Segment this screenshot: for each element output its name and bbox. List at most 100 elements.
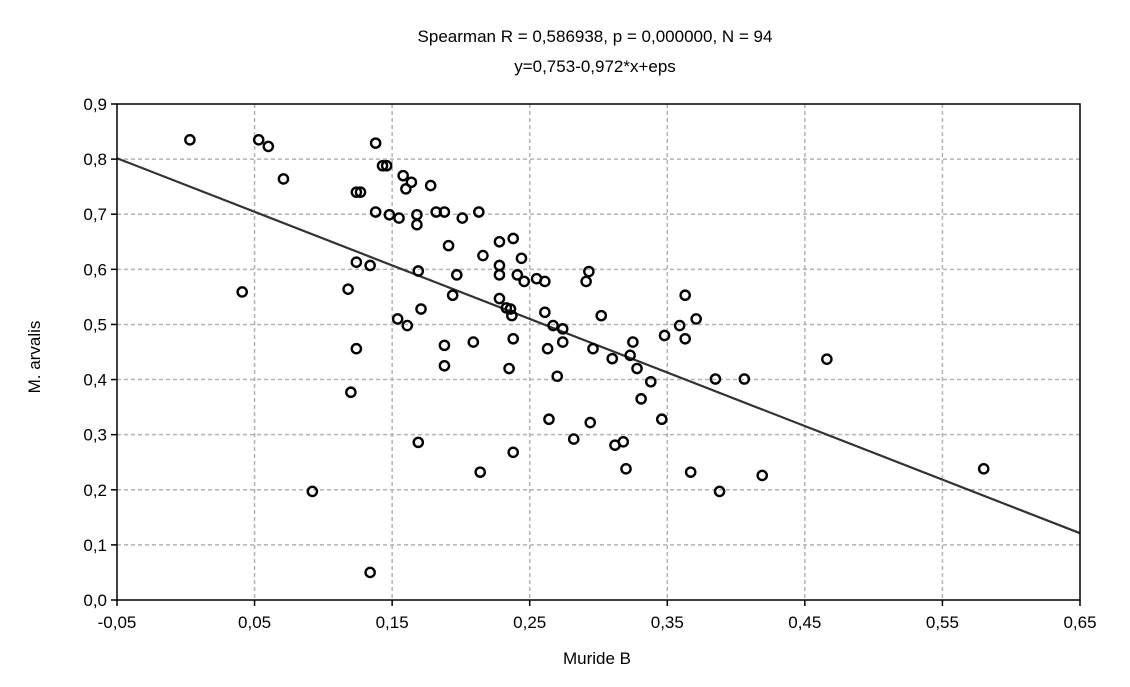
data-point (977, 463, 990, 475)
data-point (446, 289, 459, 302)
data-point (543, 413, 555, 426)
data-point (369, 137, 382, 149)
data-point (584, 416, 597, 429)
data-point (474, 466, 486, 478)
grid-lines (117, 104, 1080, 600)
data-point (556, 336, 569, 348)
data-point (503, 362, 515, 375)
x-tick-label: 0,15 (376, 613, 409, 632)
y-tick-label: 0,4 (83, 371, 107, 390)
data-point (350, 342, 363, 355)
data-point (277, 173, 290, 185)
y-axis-label: M. arvalis (25, 321, 44, 394)
data-point (493, 292, 506, 305)
regression-line (116, 157, 1081, 535)
data-point (658, 329, 671, 342)
data-point (507, 232, 520, 245)
data-point (541, 342, 554, 355)
data-point (709, 373, 722, 385)
y-tick-label: 0,1 (83, 536, 107, 555)
data-point (345, 386, 357, 399)
data-point (620, 463, 632, 475)
chart-subtitle: y=0,753-0,972*x+eps (514, 57, 676, 76)
data-point (262, 140, 275, 153)
x-tick-label: 0,45 (788, 613, 821, 632)
data-point (456, 212, 469, 224)
data-point (252, 134, 265, 146)
data-point (412, 436, 425, 449)
data-point (493, 259, 506, 272)
data-point (635, 393, 647, 405)
data-point (506, 309, 518, 322)
data-point (369, 206, 382, 218)
data-point (401, 319, 414, 332)
data-point (350, 256, 363, 268)
data-point (556, 323, 569, 335)
x-tick-label: -0,05 (98, 613, 137, 632)
data-point (364, 259, 376, 272)
data-point (405, 176, 418, 189)
data-point (583, 265, 595, 278)
data-point (690, 313, 702, 325)
data-point (606, 352, 619, 365)
data-point (400, 183, 412, 195)
data-point (493, 269, 506, 281)
x-tick-label: 0,35 (651, 613, 684, 632)
y-tick-label: 0,7 (83, 205, 107, 224)
data-point (738, 373, 751, 385)
y-tick-label: 0,9 (83, 95, 107, 114)
data-point (438, 359, 451, 372)
y-tick-label: 0,3 (83, 426, 107, 445)
x-tick-label: 0,55 (926, 613, 959, 632)
data-point (580, 275, 592, 288)
data-point (655, 413, 668, 426)
data-point (397, 169, 409, 182)
data-point (236, 286, 248, 298)
data-point (393, 212, 405, 224)
data-point (684, 466, 697, 478)
data-point (391, 313, 404, 325)
data-point (424, 179, 437, 192)
data-point (442, 239, 455, 252)
data-point (511, 269, 524, 281)
data-point (467, 336, 480, 348)
data-point (184, 134, 196, 146)
data-point (507, 332, 520, 345)
data-point (493, 235, 506, 248)
data-point (679, 332, 691, 345)
x-tick-label: 0,05 (238, 613, 271, 632)
data-point (342, 283, 354, 295)
regression-line-group (116, 157, 1081, 535)
data-point (451, 269, 463, 281)
x-tick-label: 0,65 (1063, 613, 1096, 632)
y-tick-label: 0,8 (83, 150, 107, 169)
y-tick-label: 0,6 (83, 260, 107, 279)
data-point (624, 349, 636, 362)
data-point (350, 186, 363, 198)
data-point (438, 339, 451, 352)
data-point (411, 218, 423, 231)
chart-title: Spearman R = 0,586938, p = 0,000000, N =… (418, 27, 773, 46)
data-point (438, 206, 451, 218)
data-point (354, 186, 367, 198)
data-point (756, 469, 769, 482)
data-point (617, 436, 630, 448)
data-point (507, 446, 520, 459)
y-tick-label: 0,5 (83, 315, 107, 334)
data-point (376, 159, 389, 172)
y-tick-label: 0,2 (83, 481, 107, 500)
data-point (306, 485, 319, 498)
data-point (539, 275, 551, 288)
data-point (412, 265, 425, 277)
data-point (364, 566, 376, 579)
data-point (383, 208, 396, 221)
data-point (821, 353, 833, 365)
data-point (473, 206, 485, 218)
data-points (184, 134, 990, 579)
data-point (551, 370, 564, 383)
data-point (627, 336, 639, 348)
data-point (547, 319, 559, 332)
data-point (415, 303, 427, 315)
